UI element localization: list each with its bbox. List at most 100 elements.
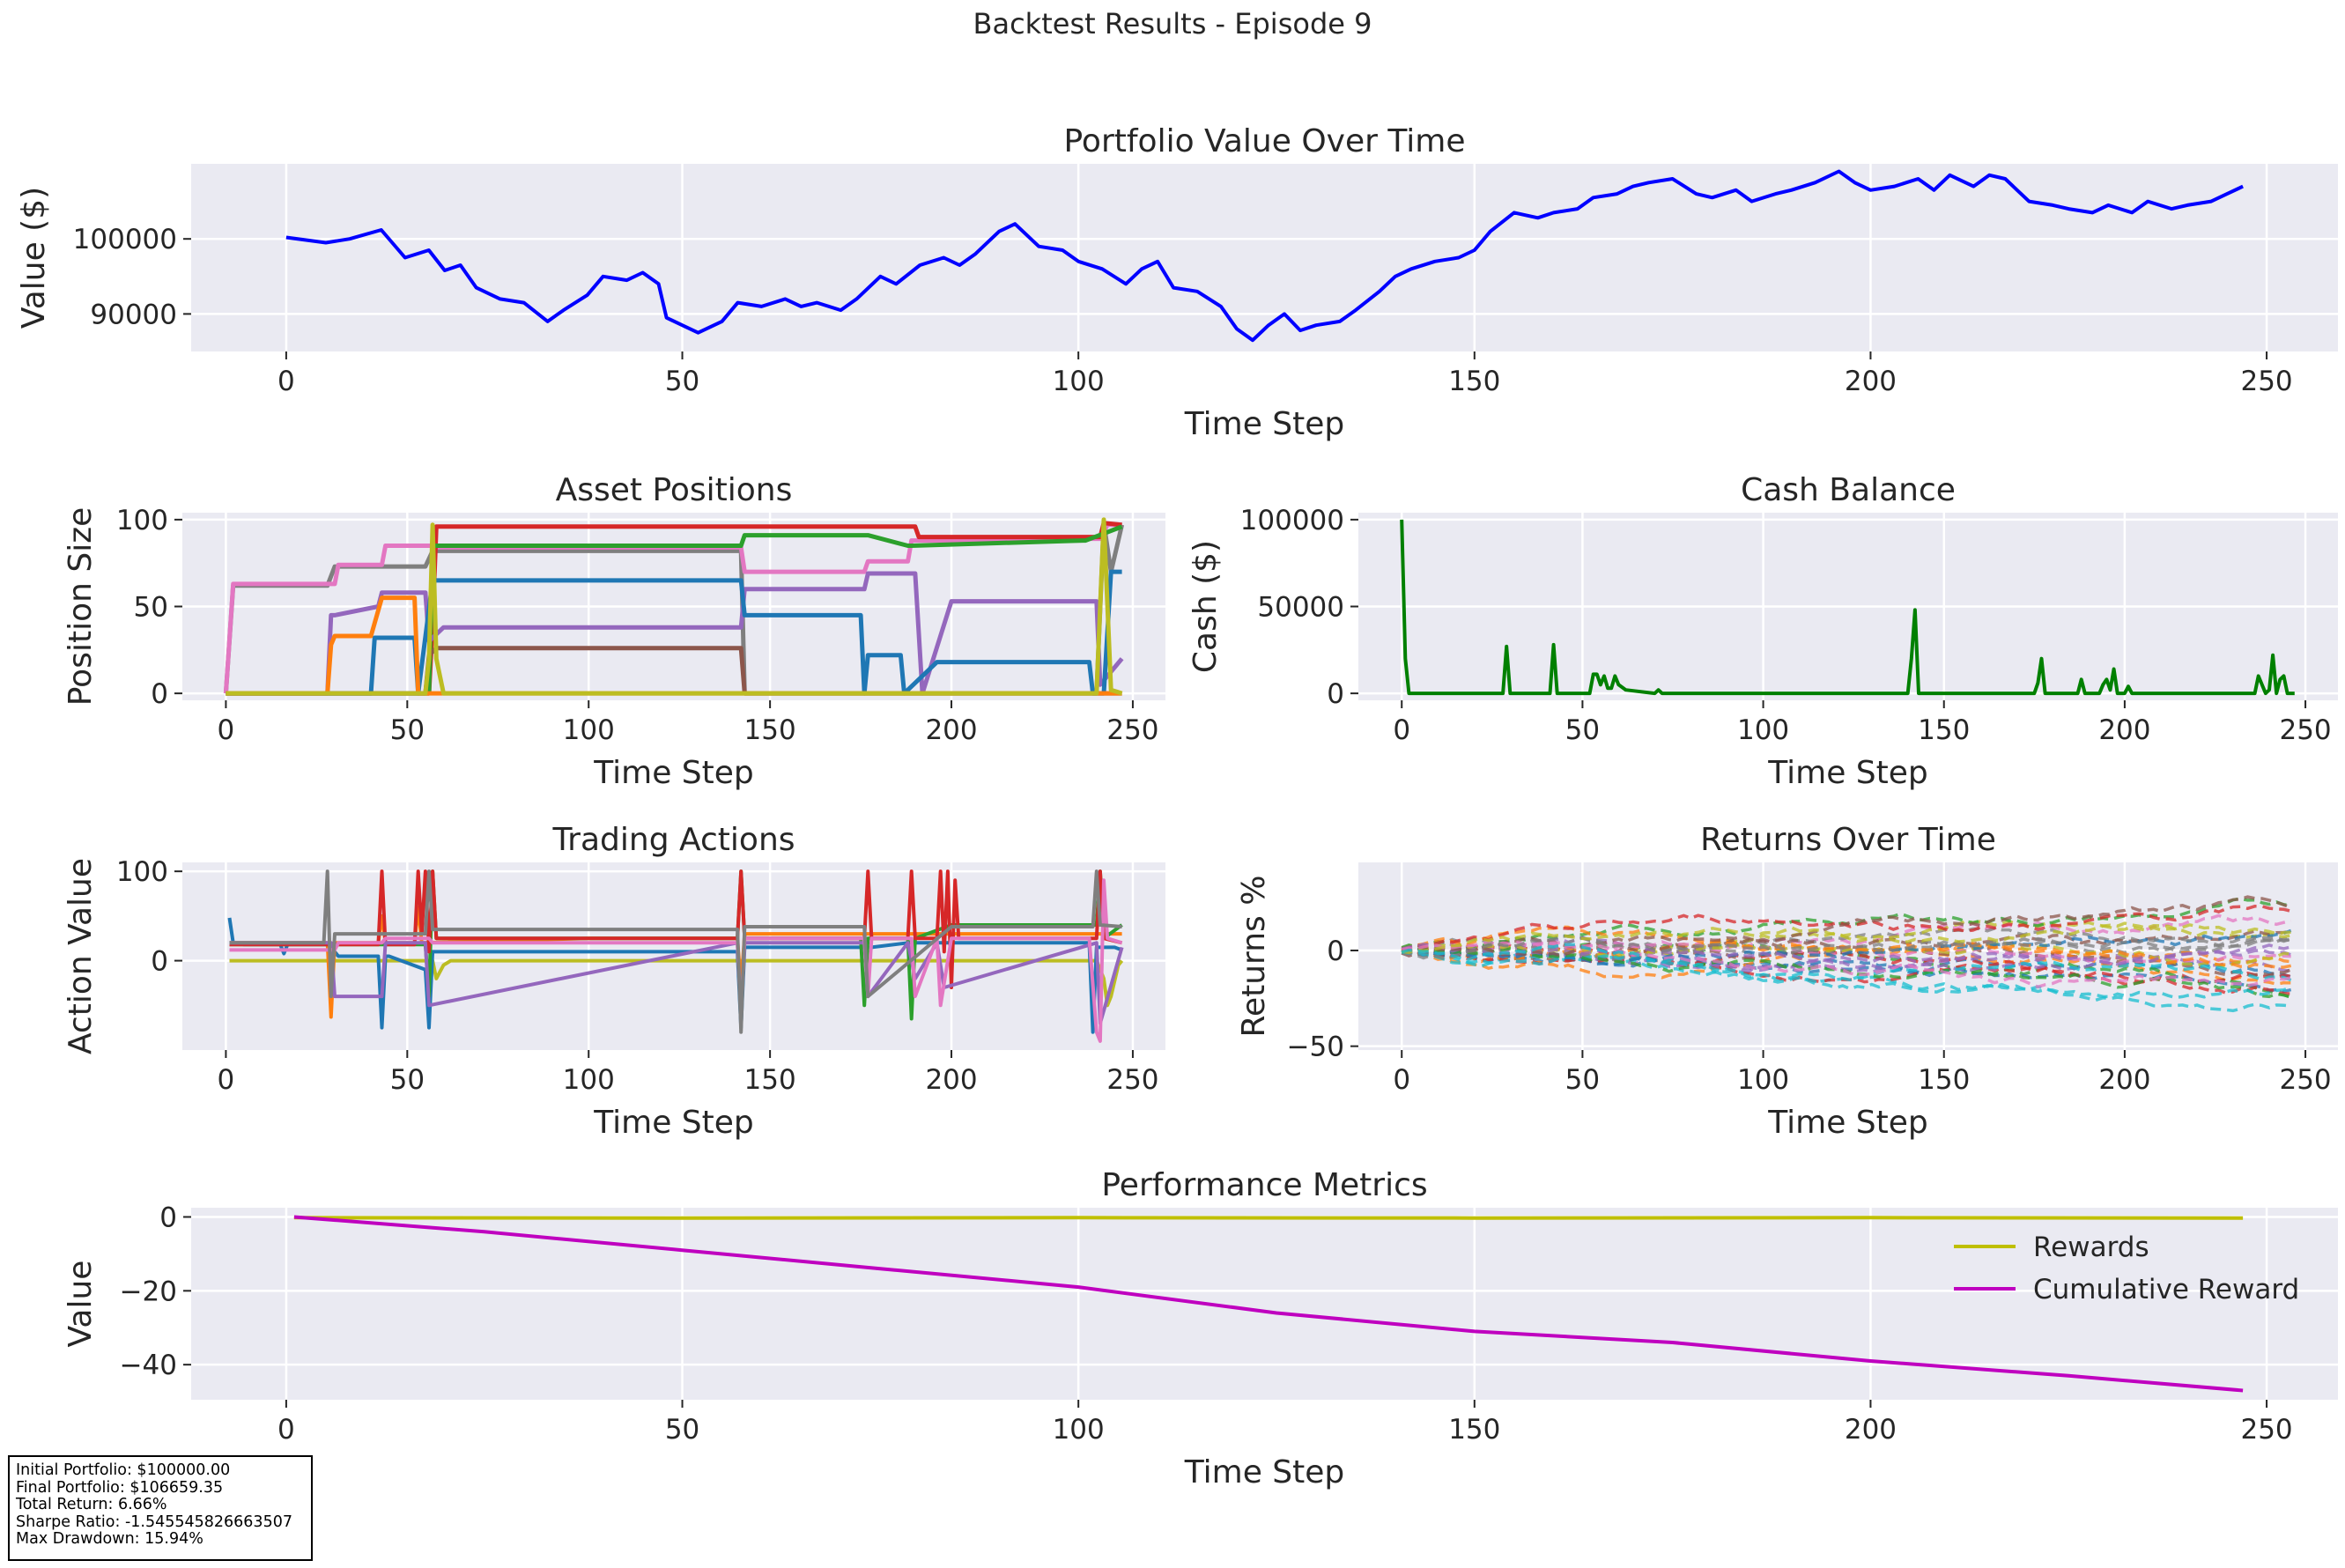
panel-actions: 0 50 100 150 200 250 100 0 Trading Actions Time S… (63, 822, 1165, 1141)
panel-title-portfolio: Portfolio Value Over Time (1064, 123, 1466, 159)
panel-metrics: 0 50 100 150 200 250 0 −20 −40 Performance Metric… (63, 1167, 2338, 1490)
x-tick-label: 150 (1918, 1064, 1970, 1096)
x-tick-label: 50 (1565, 714, 1600, 746)
panel-title-positions: Asset Positions (556, 472, 793, 508)
legend-label-rewards: Rewards (2033, 1231, 2149, 1263)
y-tick-label: 50000 (1257, 592, 1344, 624)
returns-line-25 (1402, 895, 2292, 958)
panel-cash: 0 50 100 150 200 250 100000 50000 0 Cash Balance T… (1187, 472, 2338, 791)
x-axis-label-positions: Time Step (593, 755, 754, 791)
y-axis-label-actions: Action Value (63, 858, 99, 1054)
returns-line-28 (1401, 923, 2291, 954)
x-tick-label: 200 (1845, 366, 1897, 397)
panel-returns: 0 50 100 150 200 250 0 −50 Returns Over Time Time… (1236, 822, 2338, 1141)
panel-title-returns: Returns Over Time (1700, 822, 1996, 858)
panel-title-metrics: Performance Metrics (1101, 1167, 1427, 1203)
x-tick-label: 0 (277, 1414, 295, 1446)
y-tick-label: 0 (151, 946, 168, 978)
series-line-metrics-1 (293, 1215, 2244, 1393)
series-line-positions-4 (226, 571, 1124, 696)
x-axis-label-metrics: Time Step (1184, 1454, 1345, 1490)
returns-line-24 (1401, 943, 2292, 966)
x-tick-label: 100 (563, 714, 615, 746)
series-group-cash (1400, 519, 2295, 696)
x-tick-label: 0 (1393, 714, 1410, 746)
x-tick-label: 150 (744, 714, 796, 746)
returns-line-26 (1401, 940, 2292, 989)
x-tick-label: 200 (925, 1064, 977, 1096)
x-tick-label: 100 (1737, 1064, 1789, 1096)
y-axis-label-positions: Position Size (63, 507, 99, 706)
y-tick-label: 0 (1327, 936, 1344, 967)
x-tick-label: 150 (1448, 366, 1500, 397)
x-tick-label: 100 (1737, 714, 1789, 746)
x-axis-label-returns: Time Step (1767, 1105, 1928, 1141)
x-axis-label-cash: Time Step (1767, 755, 1928, 791)
x-tick-label: 200 (2098, 1064, 2150, 1096)
panel-portfolio: 0 50 100 150 200 250 100000 90000 Portfolio Valu… (16, 123, 2338, 442)
x-tick-label: 250 (1106, 714, 1158, 746)
x-tick-label: 0 (218, 1064, 235, 1096)
y-axis-label-returns: Returns % (1236, 876, 1272, 1038)
y-tick-label: 0 (151, 678, 168, 710)
y-tick-label: 100 (116, 856, 168, 888)
x-tick-label: 250 (1106, 1064, 1158, 1096)
y-tick-label: 0 (159, 1202, 177, 1233)
stats-box: Initial Portfolio: $100000.00 Final Port… (8, 1455, 313, 1561)
stats-final: Final Portfolio: $106659.35 (16, 1478, 224, 1497)
series-line-portfolio-0 (285, 169, 2244, 343)
stats-drawdown: Max Drawdown: 15.94% (16, 1530, 203, 1549)
x-tick-label: 100 (1053, 366, 1105, 397)
x-axis-label-portfolio: Time Step (1184, 406, 1345, 442)
legend-label-cumulative: Cumulative Reward (2033, 1274, 2299, 1305)
returns-line-19 (1401, 950, 2292, 982)
x-tick-label: 100 (1053, 1414, 1105, 1446)
x-tick-label: 50 (665, 1414, 699, 1446)
legend: Rewards Cumulative Reward (1954, 1231, 2299, 1305)
y-tick-label: −40 (120, 1350, 177, 1381)
x-tick-label: 0 (277, 366, 295, 397)
series-line-actions-6 (229, 878, 1123, 1043)
y-axis-label-portfolio: Value ($) (16, 187, 52, 329)
series-line-positions-7 (226, 595, 1122, 696)
x-tick-label: 200 (2098, 714, 2150, 746)
y-tick-label: 100000 (73, 224, 177, 255)
x-tick-label: 50 (1565, 1064, 1600, 1096)
x-tick-label: 250 (2240, 366, 2292, 397)
x-axis-label-actions: Time Step (593, 1105, 754, 1141)
panel-positions: 0 50 100 150 200 250 100 50 0 Asset Positions Time… (63, 472, 1165, 791)
stats-sharpe: Sharpe Ratio: -1.545545826663507 (16, 1513, 292, 1531)
series-line-actions-4 (229, 869, 1123, 989)
series-group-portfolio (285, 169, 2244, 343)
x-tick-label: 50 (390, 714, 425, 746)
series-group-metrics (293, 1215, 2244, 1393)
series-line-positions-5 (226, 569, 1122, 696)
y-tick-label: 0 (1327, 678, 1344, 710)
returns-line-29 (1401, 943, 2292, 1000)
x-tick-label: 0 (218, 714, 235, 746)
plot-area-portfolio (191, 164, 2338, 351)
series-line-actions-7 (229, 869, 1122, 1034)
stats-return: Total Return: 6.66% (16, 1496, 167, 1514)
x-tick-label: 250 (2240, 1414, 2292, 1446)
series-group-actions (227, 869, 1124, 1043)
x-tick-label: 250 (2279, 1064, 2331, 1096)
x-tick-label: 200 (925, 714, 977, 746)
panel-title-cash: Cash Balance (1741, 472, 1956, 508)
series-line-cash-0 (1400, 519, 2295, 696)
panel-title-actions: Trading Actions (551, 822, 795, 858)
series-line-positions-8 (226, 517, 1123, 696)
x-tick-label: 200 (1845, 1414, 1897, 1446)
figure-title: Backtest Results - Episode 9 (973, 7, 1372, 41)
y-axis-label-cash: Cash ($) (1187, 540, 1224, 673)
series-group-returns (1401, 895, 2292, 1013)
y-tick-label: 100000 (1240, 505, 1344, 536)
x-tick-label: 250 (2279, 714, 2331, 746)
x-tick-label: 150 (1918, 714, 1970, 746)
x-tick-label: 150 (1448, 1414, 1500, 1446)
x-tick-label: 50 (665, 366, 699, 397)
y-tick-label: 100 (116, 505, 168, 536)
x-tick-label: 0 (1393, 1064, 1410, 1096)
y-tick-label: −50 (1287, 1032, 1344, 1063)
